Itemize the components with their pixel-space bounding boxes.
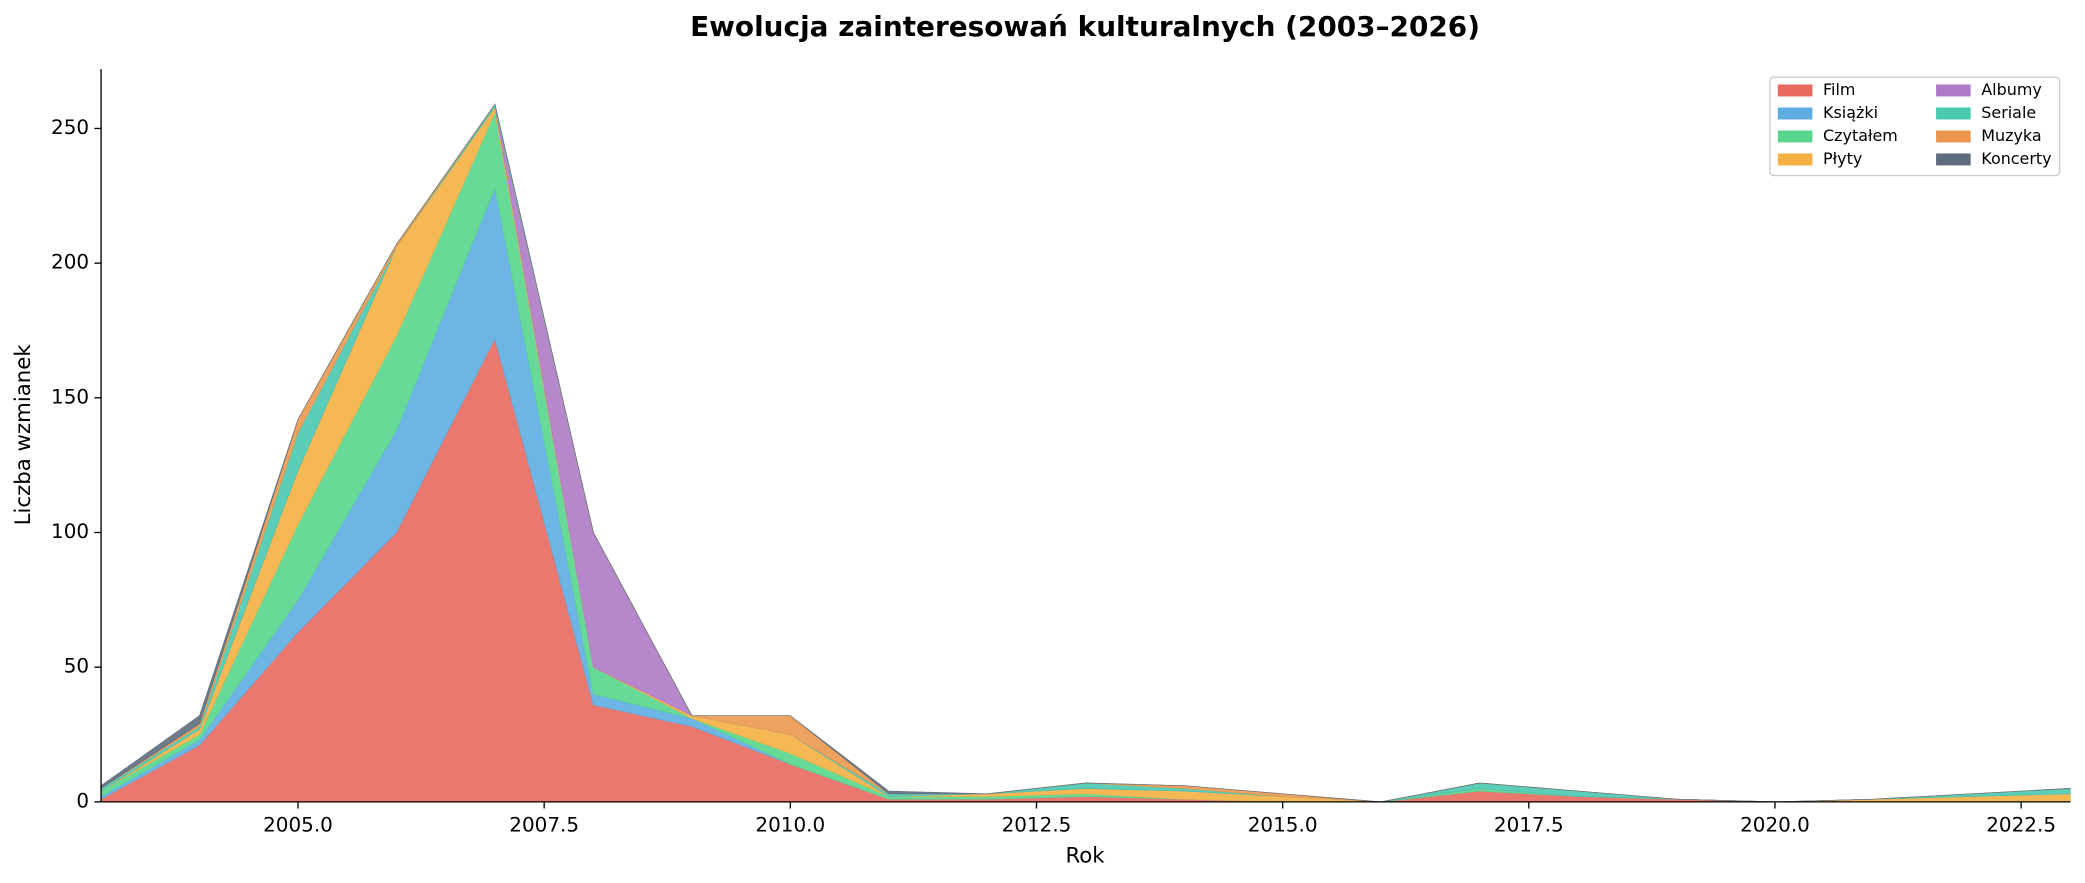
legend-swatch: [1936, 153, 1971, 166]
legend-swatch: [1936, 107, 1971, 120]
x-tick-label: 2012.5: [1002, 812, 1072, 836]
y-tick-label: 150: [51, 384, 89, 408]
legend-label: Film: [1823, 80, 1855, 99]
legend-swatch: [1777, 107, 1813, 120]
legend-box: [1769, 76, 2061, 177]
y-tick-label: 250: [51, 115, 89, 139]
y-tick-label: 0: [76, 788, 89, 812]
x-tick-label: 2010.0: [755, 812, 825, 836]
x-tick-label: 2005.0: [263, 812, 333, 836]
x-tick-label: 2015.0: [1248, 812, 1318, 836]
legend-swatch: [1777, 153, 1813, 166]
legend-swatch: [1936, 84, 1971, 97]
x-tick-label: 2020.0: [1740, 812, 1810, 836]
y-tick-label: 50: [64, 654, 89, 678]
y-axis-label: Liczba wzmianek: [11, 344, 36, 526]
y-tick-label: 100: [51, 519, 89, 543]
x-tick-label: 2007.5: [509, 812, 579, 836]
legend-swatch: [1777, 130, 1813, 143]
legend-swatch: [1777, 84, 1813, 97]
legend-label: Książki: [1823, 103, 1878, 122]
x-axis-label: Rok: [1065, 843, 1105, 868]
legend-label: Koncerty: [1981, 149, 2051, 168]
x-tick-label: 2017.5: [1494, 812, 1564, 836]
x-tick-label: 2022.5: [1986, 812, 2056, 836]
area: [100, 103, 2071, 803]
legend-label: Muzyka: [1981, 126, 2041, 145]
legend-swatch: [1936, 130, 1971, 143]
legend-label: Czytałem: [1823, 126, 1898, 145]
legend-label: Albumy: [1981, 80, 2042, 99]
chart-title: Ewolucja zainteresowań kulturalnych (200…: [690, 10, 1480, 43]
y-tick-label: 200: [51, 250, 89, 274]
legend-label: Seriale: [1981, 103, 2036, 122]
legend-label: Płyty: [1823, 149, 1862, 168]
